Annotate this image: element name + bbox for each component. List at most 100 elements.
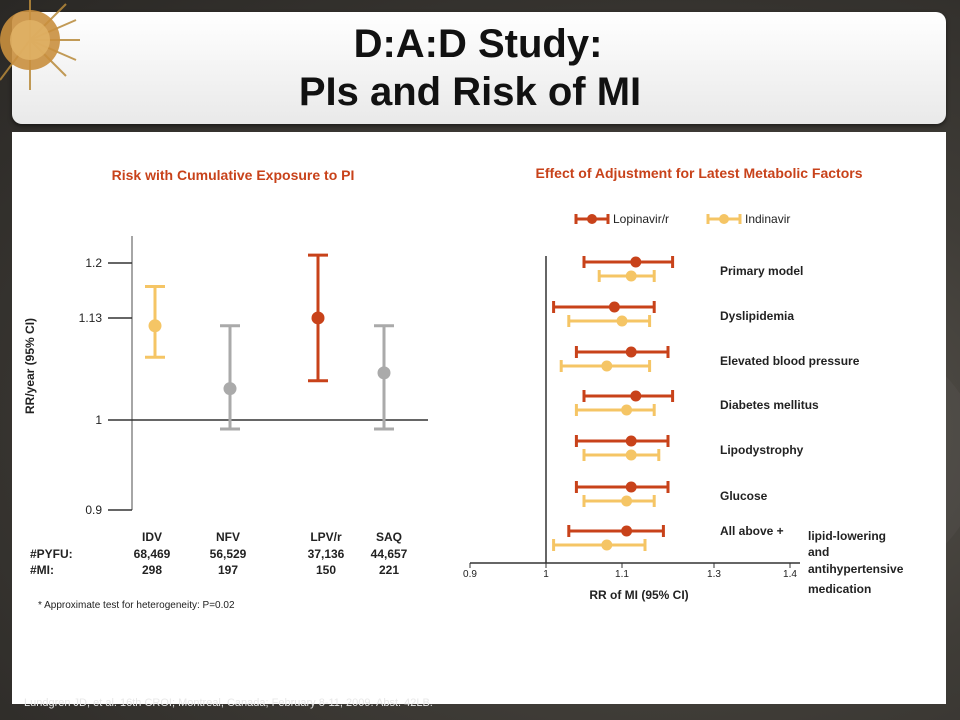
row-label: Primary model	[720, 264, 803, 278]
virus-icon	[0, 0, 80, 90]
lopinavir-ci	[574, 481, 670, 493]
row-label: Glucose	[720, 489, 768, 503]
left-table-cell: 37,136	[308, 547, 345, 561]
point-estimate	[625, 449, 637, 461]
right-row-labels: Primary model Dyslipidemia Elevated blood …	[720, 264, 904, 596]
left-chart-title: Risk with Cumulative Exposure to PI	[112, 167, 355, 183]
legend-item: Lopinavir/r	[574, 212, 669, 226]
chart-panel: Risk with Cumulative Exposure to PI RR/y…	[12, 132, 946, 704]
left-chart: Risk with Cumulative Exposure to PI RR/y…	[23, 167, 428, 611]
left-table-cell: 68,469	[134, 547, 171, 561]
legend-swatch-point	[719, 214, 729, 224]
right-chart-title: Effect of Adjustment for Latest Metaboli…	[536, 165, 863, 181]
point-estimate	[601, 360, 613, 372]
right-xtick-label: 1	[543, 569, 549, 580]
legend-swatch-point	[587, 214, 597, 224]
title-banner	[12, 12, 946, 124]
right-xtick-label: 0.9	[463, 569, 477, 580]
indinavir-ci	[582, 495, 656, 507]
lopinavir-ci	[574, 435, 670, 447]
forest-row	[559, 346, 670, 372]
row-label: Lipodystrophy	[720, 443, 804, 457]
left-category-label: SAQ	[376, 530, 402, 544]
row-label-continuation: and	[808, 545, 829, 559]
left-chart-ylabel: RR/year (95% CI)	[23, 318, 37, 414]
point-estimate	[601, 539, 613, 551]
point-estimate	[630, 390, 642, 402]
left-table-cell: 44,657	[371, 547, 408, 561]
point-estimate	[608, 301, 620, 313]
indinavir-ci	[559, 360, 652, 372]
indinavir-ci	[552, 539, 647, 551]
left-category-label: IDV	[142, 530, 162, 544]
point-estimate	[621, 404, 633, 416]
lopinavir-ci	[567, 525, 665, 537]
row-label-continuation: medication	[808, 582, 871, 596]
row-label: Dyslipidemia	[720, 309, 794, 323]
errorbar-point	[223, 382, 237, 396]
errorbar-lpvr	[308, 253, 328, 383]
forest-row	[582, 256, 675, 282]
left-table-row-label: #MI:	[30, 563, 54, 577]
point-estimate	[625, 346, 637, 358]
left-table-cell: 56,529	[210, 547, 247, 561]
title-line-2: PIs and Risk of MI	[298, 70, 642, 114]
indinavir-ci	[582, 449, 661, 461]
left-table-cell: 150	[316, 563, 336, 577]
errorbar-idv	[145, 285, 165, 359]
legend-item: Indinavir	[706, 212, 790, 226]
lopinavir-ci	[582, 390, 675, 402]
errorbar-nfv	[220, 324, 240, 431]
row-label-continuation: lipid-lowering	[808, 529, 886, 543]
forest-row	[574, 481, 670, 507]
errorbar-point	[311, 311, 325, 325]
left-category-label: NFV	[216, 530, 240, 544]
left-footnote: * Approximate test for heterogeneity: P=…	[38, 600, 235, 611]
legend-label: Indinavir	[745, 212, 790, 226]
right-xtick-label: 1.1	[615, 569, 629, 580]
row-label: All above +	[720, 524, 784, 538]
citation: Lundgren JD, et al. 16th CROI; Montreal,…	[24, 697, 433, 709]
row-label: Diabetes mellitus	[720, 398, 819, 412]
point-estimate	[625, 481, 637, 493]
left-yticks: 0.9 1 1.13 1.2	[79, 256, 132, 517]
lopinavir-ci	[582, 256, 675, 268]
left-errorbars	[145, 253, 394, 431]
forest-row	[552, 525, 665, 551]
row-label: Elevated blood pressure	[720, 354, 860, 368]
left-table-row-label: #PYFU:	[30, 547, 73, 561]
point-estimate	[625, 435, 637, 447]
title-line-1: D:A:D Study:	[353, 22, 603, 66]
point-estimate	[621, 495, 633, 507]
lopinavir-ci	[574, 346, 670, 358]
forest-row	[552, 301, 656, 327]
point-estimate	[630, 256, 642, 268]
indinavir-ci	[567, 315, 652, 327]
point-estimate	[616, 315, 628, 327]
indinavir-ci	[574, 404, 656, 416]
left-ytick-label: 1.13	[79, 311, 103, 325]
right-chart-xlabel: RR of MI (95% CI)	[589, 588, 688, 602]
forest-row	[574, 435, 670, 461]
point-estimate	[625, 270, 637, 282]
lopinavir-ci	[552, 301, 656, 313]
left-ytick-label: 1.2	[85, 256, 102, 270]
left-table-cell: 298	[142, 563, 162, 577]
right-xtick-label: 1.3	[707, 569, 721, 580]
forest-row	[574, 390, 675, 416]
legend-label: Lopinavir/r	[613, 212, 669, 226]
left-ytick-label: 0.9	[85, 503, 102, 517]
indinavir-ci	[597, 270, 656, 282]
right-chart: Effect of Adjustment for Latest Metaboli…	[463, 165, 904, 602]
left-table-cell: 221	[379, 563, 399, 577]
left-ytick-label: 1	[95, 413, 102, 427]
point-estimate	[621, 525, 633, 537]
errorbar-saq	[374, 324, 394, 431]
errorbar-point	[377, 366, 391, 380]
right-xtick-label: 1.4	[783, 569, 797, 580]
left-category-label: LPV/r	[310, 530, 342, 544]
errorbar-point	[148, 319, 162, 333]
row-label-continuation: antihypertensive	[808, 562, 904, 576]
right-xticks: 0.9 1 1.1 1.3 1.4	[463, 563, 797, 580]
